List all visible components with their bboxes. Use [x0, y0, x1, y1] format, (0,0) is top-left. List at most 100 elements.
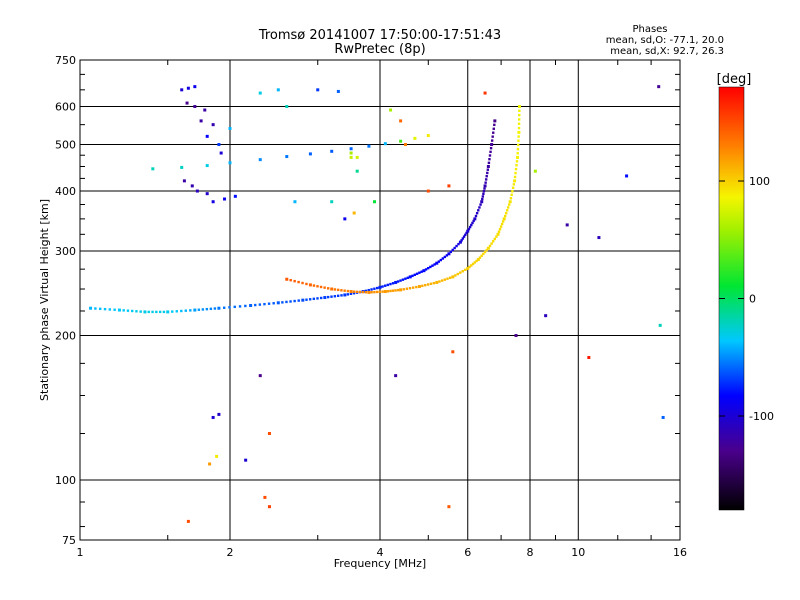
data-point	[399, 119, 403, 123]
data-point	[228, 306, 231, 309]
data-point	[448, 276, 452, 280]
data-point	[186, 519, 190, 523]
data-point	[211, 415, 215, 419]
data-point	[465, 231, 468, 235]
data-point	[349, 151, 353, 155]
data-point	[499, 225, 503, 228]
data-point	[517, 126, 521, 130]
data-point	[464, 233, 467, 237]
data-point	[511, 190, 514, 193]
data-point	[323, 296, 327, 300]
data-point	[263, 495, 267, 499]
data-point	[197, 308, 201, 311]
data-point	[258, 158, 262, 162]
data-point	[399, 288, 403, 292]
data-point	[301, 281, 304, 285]
data-point	[293, 200, 297, 204]
data-point	[330, 295, 333, 298]
data-point	[422, 269, 426, 273]
data-point	[517, 122, 521, 125]
data-point	[223, 197, 227, 201]
data-point	[489, 150, 492, 154]
data-point	[113, 308, 116, 311]
data-point	[139, 310, 142, 313]
data-point	[489, 146, 493, 150]
data-point	[462, 235, 466, 238]
data-point	[391, 282, 395, 285]
data-point	[98, 307, 102, 311]
data-point	[451, 275, 455, 279]
data-point	[233, 194, 237, 198]
data-point	[135, 310, 138, 313]
data-point	[378, 285, 382, 289]
data-point	[411, 286, 415, 289]
data-point	[308, 283, 312, 287]
data-point	[516, 143, 520, 147]
data-point	[517, 118, 521, 121]
data-point	[233, 305, 236, 309]
data-point	[180, 165, 184, 169]
data-point	[405, 287, 409, 290]
data-point	[431, 264, 434, 267]
data-point	[504, 211, 508, 215]
data-point	[375, 290, 379, 294]
data-point	[408, 286, 412, 290]
data-point	[415, 285, 418, 289]
data-point	[427, 266, 430, 270]
data-point	[461, 237, 465, 240]
data-point	[473, 261, 476, 264]
data-point	[147, 310, 150, 314]
data-point	[449, 250, 453, 254]
data-point	[490, 242, 493, 245]
data-point	[470, 223, 473, 227]
data-point	[155, 310, 158, 314]
data-point	[158, 310, 162, 314]
data-point	[466, 229, 470, 233]
data-point	[330, 200, 334, 204]
data-point	[143, 310, 147, 314]
data-point	[195, 189, 199, 193]
y-tick-label: 200	[55, 330, 76, 343]
data-point	[396, 288, 400, 292]
data-point	[500, 222, 504, 226]
data-point	[228, 161, 232, 165]
data-point	[510, 193, 513, 196]
data-point	[451, 350, 455, 354]
chart-subtitle: RwPretec (8p)	[334, 42, 425, 57]
data-point	[404, 277, 407, 280]
data-point	[493, 119, 497, 123]
data-point	[340, 289, 343, 292]
data-point	[490, 143, 494, 147]
y-tick-label: 100	[55, 474, 76, 487]
data-point	[490, 139, 494, 142]
data-point	[421, 284, 424, 288]
data-point	[426, 189, 430, 193]
data-point	[244, 304, 247, 308]
data-point	[437, 260, 440, 263]
data-point	[459, 271, 462, 274]
data-point	[471, 221, 474, 225]
data-point	[394, 289, 397, 292]
data-point	[373, 290, 376, 294]
y-tick-label: 600	[55, 101, 76, 114]
data-point	[352, 292, 356, 295]
data-point	[301, 298, 305, 302]
data-point	[411, 274, 414, 278]
data-point	[447, 505, 451, 509]
data-point	[475, 211, 479, 215]
data-point	[467, 227, 471, 231]
x-axis-label: Frequency [MHz]	[334, 557, 426, 570]
data-point	[367, 288, 370, 292]
data-point	[211, 123, 215, 127]
data-point	[517, 139, 520, 142]
data-point	[492, 127, 495, 130]
data-point	[333, 288, 337, 291]
data-point	[308, 298, 312, 301]
data-point	[193, 85, 197, 89]
data-point	[326, 295, 330, 299]
data-point	[394, 280, 398, 284]
data-point	[508, 200, 512, 204]
data-point	[346, 289, 350, 293]
data-point	[426, 283, 430, 286]
data-point	[367, 290, 371, 294]
